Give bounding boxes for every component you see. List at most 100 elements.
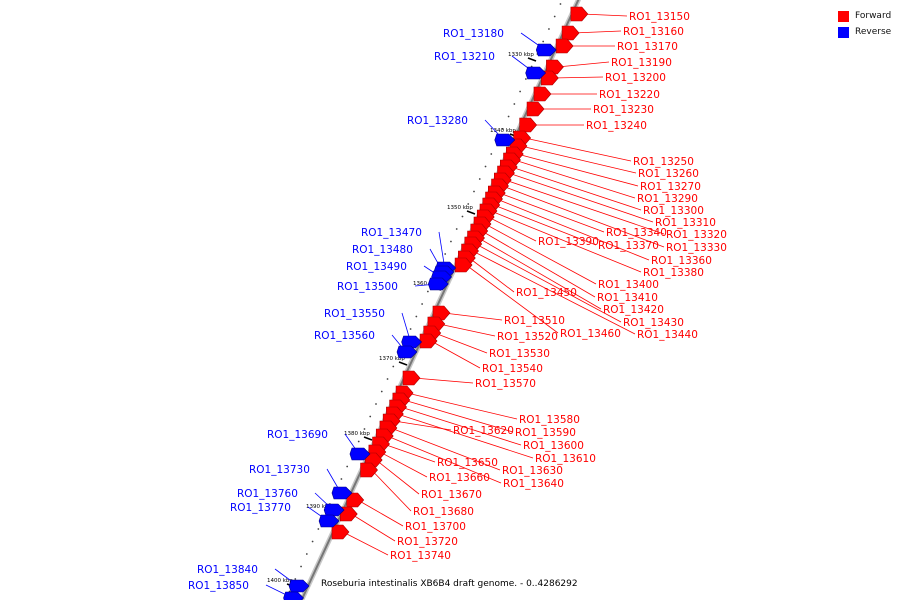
gene-label-ro1-13690[interactable]: RO1_13690 bbox=[267, 429, 328, 441]
gene-arrow-ro1-13200[interactable] bbox=[541, 70, 559, 86]
scale-tick bbox=[548, 28, 550, 30]
gene-label-ro1-13760[interactable]: RO1_13760 bbox=[237, 488, 298, 500]
gene-label-ro1-13590[interactable]: RO1_13590 bbox=[515, 427, 576, 439]
gene-arrow-ro1-13760[interactable] bbox=[323, 503, 345, 517]
gene-label-ro1-13550[interactable]: RO1_13550 bbox=[324, 308, 385, 320]
gene-label-ro1-13200[interactable]: RO1_13200 bbox=[605, 72, 666, 84]
gene-label-ro1-13530[interactable]: RO1_13530 bbox=[489, 348, 550, 360]
gene-label-ro1-13230[interactable]: RO1_13230 bbox=[593, 104, 654, 116]
gene-label-ro1-13520[interactable]: RO1_13520 bbox=[497, 331, 558, 343]
leader-line bbox=[484, 223, 597, 285]
gene-label-ro1-13480[interactable]: RO1_13480 bbox=[352, 244, 413, 256]
gene-label-ro1-13360[interactable]: RO1_13360 bbox=[651, 255, 712, 267]
gene-label-ro1-13180[interactable]: RO1_13180 bbox=[443, 28, 504, 40]
scale-tick bbox=[501, 128, 504, 130]
gene-arrow-ro1-13560[interactable] bbox=[396, 345, 418, 359]
gene-label-ro1-13430[interactable]: RO1_13430 bbox=[623, 317, 684, 329]
gene-label-ro1-13630[interactable]: RO1_13630 bbox=[502, 465, 563, 477]
gene-arrow-ro1-13550[interactable] bbox=[401, 335, 423, 349]
gene-label-ro1-13390[interactable]: RO1_13390 bbox=[538, 236, 599, 248]
gene-arrow-ro1-13230[interactable] bbox=[526, 101, 545, 117]
gene-label-ro1-13240[interactable]: RO1_13240 bbox=[586, 120, 647, 132]
gene-label-ro1-13510[interactable]: RO1_13510 bbox=[504, 315, 565, 327]
gene-label-ro1-13720[interactable]: RO1_13720 bbox=[397, 536, 458, 548]
gene-arrow-ro1-13280[interactable] bbox=[494, 133, 516, 147]
gene-arrow-ro1-13240[interactable] bbox=[519, 117, 538, 133]
gene-label-ro1-13440[interactable]: RO1_13440 bbox=[637, 329, 698, 341]
gene-label-ro1-13740[interactable]: RO1_13740 bbox=[390, 550, 451, 562]
gene-label-ro1-13210[interactable]: RO1_13210 bbox=[434, 51, 495, 63]
gene-label-ro1-13640[interactable]: RO1_13640 bbox=[503, 478, 564, 490]
gene-arrow-ro1-13500[interactable] bbox=[428, 277, 449, 291]
strand-legend: Forward Reverse bbox=[838, 9, 891, 41]
gene-label-ro1-13670[interactable]: RO1_13670 bbox=[421, 489, 482, 501]
gene-label-ro1-13610[interactable]: RO1_13610 bbox=[535, 453, 596, 465]
gene-arrow-ro1-13730[interactable] bbox=[331, 486, 353, 500]
leader-line bbox=[490, 210, 642, 273]
gene-label-ro1-13700[interactable]: RO1_13700 bbox=[405, 521, 466, 533]
gene-label-ro1-13620[interactable]: RO1_13620 bbox=[453, 425, 514, 437]
gene-label-ro1-13320[interactable]: RO1_13320 bbox=[666, 229, 727, 241]
gene-label-ro1-13310[interactable]: RO1_13310 bbox=[655, 217, 716, 229]
gene-label-ro1-13570[interactable]: RO1_13570 bbox=[475, 378, 536, 390]
leader-line bbox=[517, 153, 639, 187]
gene-label-ro1-13370[interactable]: RO1_13370 bbox=[598, 240, 659, 252]
gene-label-ro1-13660[interactable]: RO1_13660 bbox=[429, 472, 490, 484]
gene-label-ro1-13540[interactable]: RO1_13540 bbox=[482, 363, 543, 375]
scale-tick bbox=[490, 153, 493, 155]
gene-arrow-ro1-13540[interactable] bbox=[419, 333, 438, 349]
gene-label-ro1-13650[interactable]: RO1_13650 bbox=[437, 457, 498, 469]
gene-label-ro1-13840[interactable]: RO1_13840 bbox=[197, 564, 258, 576]
gene-label-ro1-13560[interactable]: RO1_13560 bbox=[314, 330, 375, 342]
gene-arrow-ro1-13160[interactable] bbox=[561, 25, 580, 41]
gene-label-ro1-13420[interactable]: RO1_13420 bbox=[603, 304, 664, 316]
gene-label-ro1-13260[interactable]: RO1_13260 bbox=[638, 168, 699, 180]
gene-label-ro1-13160[interactable]: RO1_13160 bbox=[623, 26, 684, 38]
gene-label-ro1-13410[interactable]: RO1_13410 bbox=[597, 292, 658, 304]
gene-arrow-ro1-13460[interactable] bbox=[454, 257, 473, 273]
gene-arrow-ro1-13840[interactable] bbox=[288, 579, 310, 593]
gene-arrow-ro1-13210[interactable] bbox=[525, 66, 547, 80]
gene-label-ro1-13280[interactable]: RO1_13280 bbox=[407, 115, 468, 127]
gene-label-ro1-13450[interactable]: RO1_13450 bbox=[516, 287, 577, 299]
gene-arrow-ro1-13150[interactable] bbox=[570, 6, 589, 22]
gene-label-ro1-13300[interactable]: RO1_13300 bbox=[643, 205, 704, 217]
gene-label-ro1-13770[interactable]: RO1_13770 bbox=[230, 502, 291, 514]
gene-label-ro1-13400[interactable]: RO1_13400 bbox=[598, 279, 659, 291]
leader-line bbox=[472, 250, 636, 335]
gene-label-ro1-13270[interactable]: RO1_13270 bbox=[640, 181, 701, 193]
gene-label-ro1-13600[interactable]: RO1_13600 bbox=[523, 440, 584, 452]
gene-label-ro1-13470[interactable]: RO1_13470 bbox=[361, 227, 422, 239]
gene-label-ro1-13340[interactable]: RO1_13340 bbox=[606, 227, 667, 239]
gene-label-ro1-13380[interactable]: RO1_13380 bbox=[643, 267, 704, 279]
gene-arrow-ro1-13680[interactable] bbox=[360, 462, 378, 478]
gene-label-ro1-13290[interactable]: RO1_13290 bbox=[637, 193, 698, 205]
gene-arrow-ro1-13690[interactable] bbox=[349, 447, 371, 461]
leader-line bbox=[481, 230, 596, 298]
gene-label-ro1-13170[interactable]: RO1_13170 bbox=[617, 41, 678, 53]
gene-arrow-ro1-13180[interactable] bbox=[535, 43, 557, 57]
gene-arrow-ro1-13700[interactable] bbox=[346, 492, 365, 508]
gene-label-ro1-13460[interactable]: RO1_13460 bbox=[560, 328, 621, 340]
leader-line bbox=[478, 237, 602, 310]
scale-tick bbox=[513, 103, 516, 105]
gene-arrow-ro1-13570[interactable] bbox=[402, 370, 421, 386]
gene-label-ro1-13330[interactable]: RO1_13330 bbox=[666, 242, 727, 254]
scale-tick bbox=[340, 478, 343, 480]
gene-label-ro1-13150[interactable]: RO1_13150 bbox=[629, 11, 690, 23]
gene-label-ro1-13850[interactable]: RO1_13850 bbox=[188, 580, 249, 592]
gene-arrow-ro1-13720[interactable] bbox=[339, 506, 358, 522]
gene-label-ro1-13220[interactable]: RO1_13220 bbox=[599, 89, 660, 101]
gene-arrow-ro1-13220[interactable] bbox=[533, 86, 552, 102]
gene-label-ro1-13490[interactable]: RO1_13490 bbox=[346, 261, 407, 273]
gene-arrow-ro1-13170[interactable] bbox=[555, 38, 574, 54]
gene-label-ro1-13190[interactable]: RO1_13190 bbox=[611, 57, 672, 69]
gene-arrow-ro1-13770[interactable] bbox=[318, 514, 340, 528]
gene-label-ro1-13500[interactable]: RO1_13500 bbox=[337, 281, 398, 293]
gene-arrow-ro1-13740[interactable] bbox=[331, 524, 350, 540]
gene-arrow-ro1-13850[interactable] bbox=[283, 591, 304, 600]
gene-label-ro1-13730[interactable]: RO1_13730 bbox=[249, 464, 310, 476]
gene-label-ro1-13250[interactable]: RO1_13250 bbox=[633, 156, 694, 168]
gene-label-ro1-13580[interactable]: RO1_13580 bbox=[519, 414, 580, 426]
gene-label-ro1-13680[interactable]: RO1_13680 bbox=[413, 506, 474, 518]
